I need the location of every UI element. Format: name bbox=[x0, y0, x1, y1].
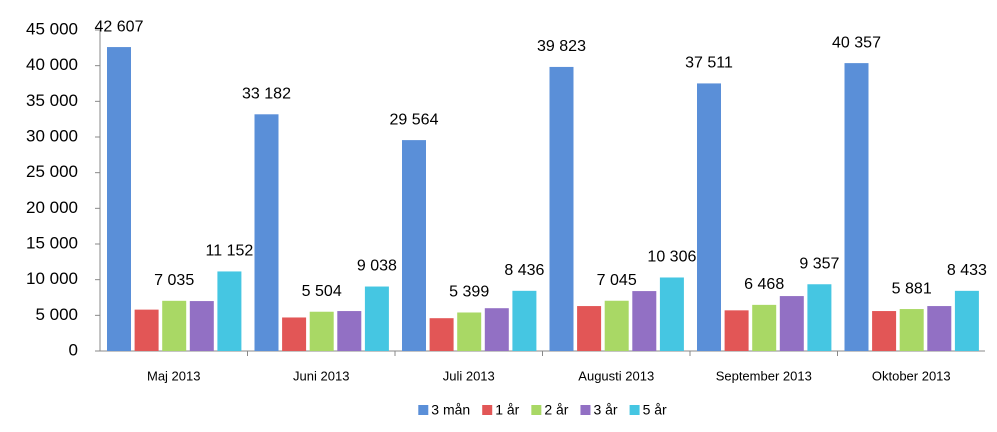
data-label: 9 038 bbox=[357, 258, 397, 275]
y-tick-label: 45 000 bbox=[26, 19, 78, 38]
y-tick-label: 40 000 bbox=[26, 55, 78, 74]
data-label: 39 823 bbox=[537, 38, 586, 55]
bar bbox=[402, 140, 426, 351]
bar bbox=[604, 300, 629, 351]
y-tick-label: 10 000 bbox=[26, 269, 78, 288]
y-tick-label: 15 000 bbox=[26, 233, 78, 252]
bar bbox=[577, 306, 602, 351]
data-label: 7 035 bbox=[154, 272, 194, 289]
x-tick-label: Oktober 2013 bbox=[872, 368, 951, 383]
legend-label: 1 år bbox=[495, 402, 519, 418]
data-label: 7 045 bbox=[597, 272, 637, 289]
data-label: 8 436 bbox=[504, 262, 544, 279]
data-label: 40 357 bbox=[832, 34, 881, 51]
bar bbox=[217, 271, 242, 351]
bar bbox=[309, 311, 334, 351]
bar bbox=[254, 114, 279, 352]
bar bbox=[484, 308, 509, 351]
data-label: 37 511 bbox=[685, 55, 733, 72]
bar bbox=[659, 277, 684, 351]
data-label: 11 152 bbox=[206, 243, 254, 260]
legend-swatch bbox=[418, 405, 429, 415]
legend-swatch bbox=[629, 405, 640, 415]
bar bbox=[134, 309, 159, 351]
bar bbox=[457, 312, 482, 351]
legend-swatch bbox=[531, 405, 542, 415]
legend-swatch bbox=[482, 405, 493, 415]
bar bbox=[724, 310, 749, 351]
x-tick-label: Juli 2013 bbox=[443, 368, 495, 383]
data-label: 33 182 bbox=[242, 86, 291, 103]
bar bbox=[844, 63, 869, 352]
y-tick-label: 0 bbox=[69, 340, 78, 359]
data-label: 10 306 bbox=[647, 249, 696, 266]
bar bbox=[872, 311, 897, 351]
bar bbox=[337, 311, 362, 351]
bar bbox=[779, 296, 804, 351]
bar bbox=[512, 290, 537, 351]
data-label: 42 607 bbox=[95, 18, 144, 35]
data-label: 5 399 bbox=[449, 284, 489, 301]
data-label: 8 433 bbox=[947, 262, 987, 279]
y-tick-label: 35 000 bbox=[26, 91, 78, 110]
x-tick-label: Maj 2013 bbox=[147, 368, 200, 383]
bar bbox=[752, 304, 777, 351]
bar bbox=[807, 284, 832, 351]
bar bbox=[549, 66, 574, 352]
legend-label: 3 år bbox=[593, 402, 617, 418]
legend-label: 2 år bbox=[544, 402, 568, 418]
y-tick-label: 5 000 bbox=[35, 305, 78, 324]
x-tick-label: Juni 2013 bbox=[293, 368, 349, 383]
data-label: 9 357 bbox=[799, 255, 839, 272]
bar bbox=[282, 317, 307, 351]
data-label: 5 504 bbox=[302, 283, 342, 300]
bar bbox=[189, 301, 214, 351]
bar bbox=[927, 306, 952, 351]
x-tick-label: September 2013 bbox=[716, 368, 812, 383]
bar bbox=[632, 291, 657, 351]
bar bbox=[162, 300, 187, 351]
data-label: 5 881 bbox=[892, 280, 932, 297]
data-label: 29 564 bbox=[390, 111, 439, 128]
bar bbox=[429, 318, 454, 351]
bar bbox=[954, 290, 979, 351]
y-tick-label: 20 000 bbox=[26, 198, 78, 217]
legend-swatch bbox=[580, 405, 591, 415]
data-label: 6 468 bbox=[744, 276, 784, 293]
bar bbox=[899, 309, 924, 351]
bar bbox=[697, 83, 721, 351]
x-tick-label: Augusti 2013 bbox=[578, 368, 654, 383]
bar bbox=[107, 47, 131, 351]
legend-label: 5 år bbox=[643, 402, 667, 418]
y-tick-label: 30 000 bbox=[26, 126, 78, 145]
y-tick-label: 25 000 bbox=[26, 162, 78, 181]
legend-label: 3 mån bbox=[431, 402, 470, 418]
bar bbox=[364, 286, 389, 351]
